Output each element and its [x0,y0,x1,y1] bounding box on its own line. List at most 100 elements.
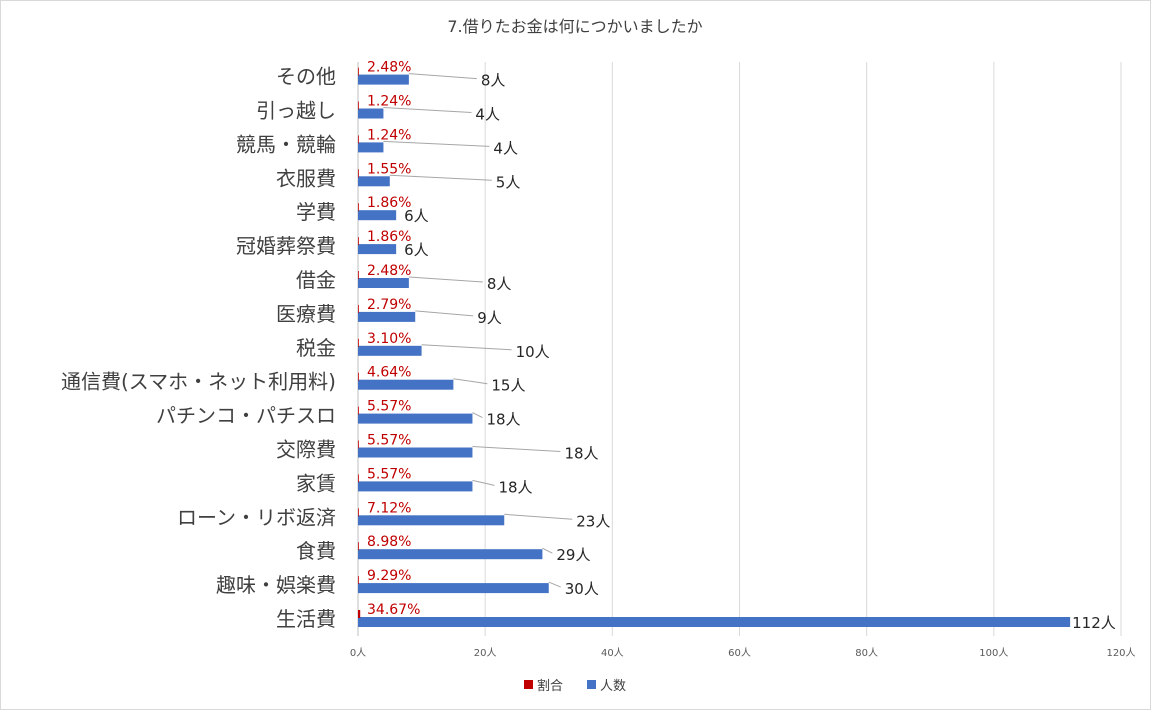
count-bar [358,311,416,322]
legend-swatch-ratio [524,680,533,689]
count-label: 112人 [1072,614,1116,632]
ratio-bar [358,203,359,212]
ratio-bar [358,304,359,313]
percent-label: 2.48% [367,60,411,76]
percent-label: 4.64% [367,365,411,381]
count-label: 23人 [576,512,610,530]
percent-label: 2.79% [367,297,411,313]
count-label: 10人 [516,343,550,361]
category-label: 競馬・競輪 [236,132,336,156]
category-label: 家賃 [296,471,336,495]
category-label: パチンコ・パチスロ [156,404,336,428]
count-bar [358,549,543,560]
x-tick-label: 60人 [728,647,751,659]
leader-line [408,73,477,80]
category-label: 交際費 [276,438,336,462]
category-label: 借金 [296,268,336,292]
count-bar [358,447,473,458]
leader-line [383,107,472,113]
count-label: 5人 [496,173,521,191]
count-bar [358,345,422,356]
legend: 割合 人数 [524,678,626,694]
ratio-bar [358,406,359,415]
count-label: 18人 [486,411,520,429]
ratio-bar [358,237,359,246]
count-bar [358,210,397,221]
ratio-bar [358,440,359,449]
count-bar [358,583,549,594]
category-label: 通信費(スマホ・ネット利用料) [61,370,336,394]
percent-label: 1.86% [367,195,411,211]
percent-label: 9.29% [367,568,411,584]
count-label: 6人 [404,207,429,225]
x-tick-label: 20人 [474,647,497,659]
count-bar [358,74,409,85]
count-bar [358,481,473,492]
leader-lines [383,73,573,588]
leader-line [383,140,490,147]
category-label: ローン・リボ返済 [177,505,336,529]
category-label: 学費 [296,200,336,224]
category-label: 生活費 [276,607,336,631]
ratio-bar [358,135,359,144]
percent-labels: 34.67% 9.29% 8.98% 7.12% 5.57% 5.57% 5.57% 4.64… [367,60,420,618]
legend-label-ratio: 割合 [537,678,563,694]
ratio-bar [358,508,359,517]
percent-label: 34.67% [367,602,420,618]
leader-line [548,581,561,588]
count-bar [358,142,384,153]
count-bar [358,413,473,424]
percent-label: 5.57% [367,433,411,449]
percent-label: 5.57% [367,399,411,415]
count-label: 8人 [487,275,512,293]
count-label: 29人 [556,546,590,564]
count-bar [358,278,409,288]
count-label: 8人 [481,72,506,90]
category-label: 冠婚葬祭費 [236,234,336,258]
ratio-bar [358,67,359,76]
ratio-bar [358,610,361,618]
bars [358,67,1071,627]
count-label: 9人 [477,309,502,327]
x-tick-label: 100人 [979,647,1008,659]
x-tick-labels: 0人 20人 40人 60人 80人 100人 120人 [350,647,1136,659]
chart-title: 7.借りたお金は何につかいましたか [447,17,702,36]
leader-line [504,513,573,520]
count-label: 4人 [493,139,518,157]
percent-label: 1.86% [367,229,411,245]
count-bar [358,379,454,390]
legend-swatch-count [587,680,596,689]
ratio-bar [358,542,359,551]
percent-label: 3.10% [367,331,411,347]
leader-line [389,174,492,181]
leader-line [453,378,488,385]
percent-label: 7.12% [367,500,411,516]
category-label: 食費 [296,539,336,563]
percent-label: 1.24% [367,127,411,143]
ratio-bar [358,271,359,279]
leader-line [472,446,561,452]
count-label: 30人 [565,580,599,598]
count-label: 15人 [491,377,525,395]
count-bar [358,617,1071,627]
ratio-bar [358,372,359,381]
percent-label: 2.48% [367,263,411,279]
count-label: 18人 [564,445,598,463]
ratio-bar [358,169,359,178]
leader-line [421,344,512,351]
ratio-bar [358,576,359,585]
count-bar [358,244,397,255]
percent-label: 5.57% [367,466,411,482]
category-labels: 生活費 趣味・娯楽費 食費 ローン・リボ返済 家賃 交際費 パチンコ・パチスロ 通信費(スマホ… [61,65,336,631]
count-label: 18人 [498,478,532,496]
category-label: 衣服費 [276,166,336,190]
leader-line [415,310,474,317]
percent-label: 1.55% [367,161,411,177]
category-label: 趣味・娯楽費 [216,573,336,597]
x-tick-label: 120人 [1106,647,1135,659]
category-label: 医療費 [276,302,336,326]
x-tick-label: 40人 [601,647,624,659]
ratio-bar [358,338,359,347]
count-labels: 112人 30人 29人 23人 18人 18人 18人 15人 10人 9人 8人 6人 6人 5人 4人… [404,72,1116,632]
